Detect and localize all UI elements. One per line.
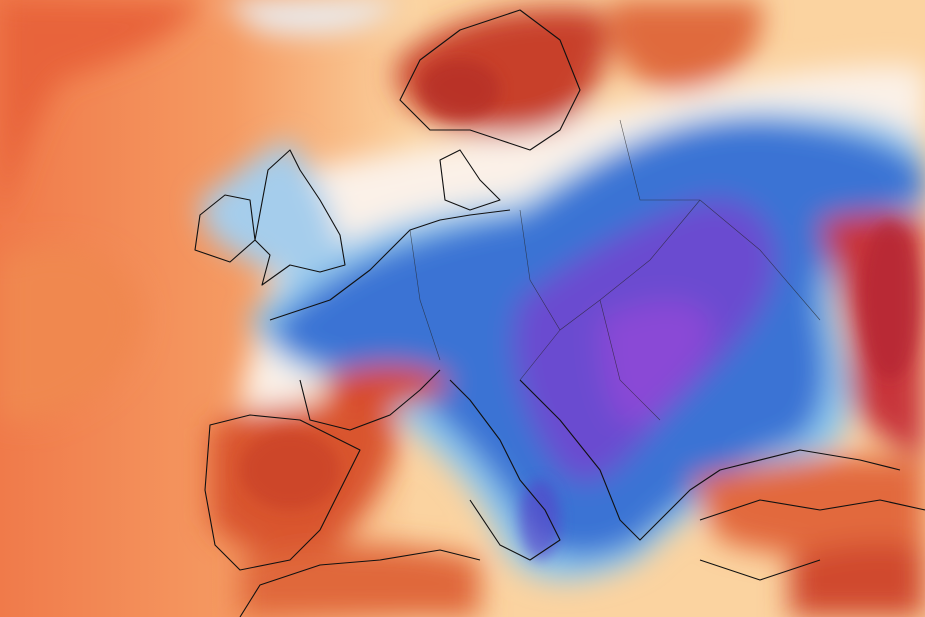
coastline-italy [449, 379, 561, 561]
warm-middle-east [790, 543, 925, 617]
coastline-north-africa [239, 549, 481, 617]
coastlines [194, 9, 925, 617]
coastline-ireland [194, 194, 256, 263]
coastline-iberia [204, 414, 361, 571]
warm-finland [610, 0, 762, 91]
borders [409, 119, 821, 421]
warm-spot [420, 60, 500, 120]
neutral-arctic [220, 0, 400, 34]
anomaly-detail [240, 60, 920, 560]
coastline-denmark [439, 149, 501, 211]
warm-atlantic-mid [0, 245, 142, 420]
cold-spot [520, 480, 560, 560]
cold-core-deep [600, 301, 712, 426]
warm-north-africa [240, 545, 480, 617]
warm-atlantic-north [0, 0, 200, 220]
coastline-balkans-black-sea [519, 379, 901, 541]
coastline-turkey [699, 499, 925, 581]
warm-southern-france [320, 365, 450, 410]
cool-british-isles [200, 140, 340, 275]
coastline-great-britain [254, 149, 346, 286]
border-lines [409, 119, 821, 421]
coastline-scandinavia [399, 9, 581, 151]
warm-spot [240, 430, 340, 510]
warm-spot [860, 220, 920, 380]
